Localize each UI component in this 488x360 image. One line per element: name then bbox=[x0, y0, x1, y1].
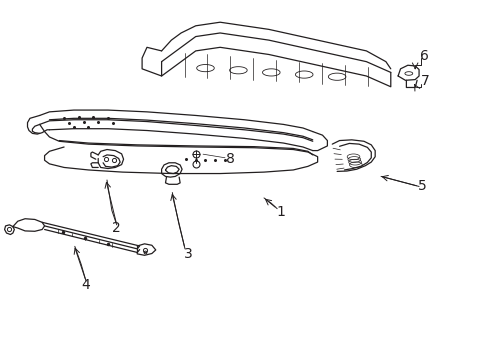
Text: 7: 7 bbox=[420, 75, 428, 89]
Text: 2: 2 bbox=[112, 221, 121, 235]
Text: 8: 8 bbox=[226, 152, 235, 166]
Text: 5: 5 bbox=[417, 179, 426, 193]
Text: 6: 6 bbox=[420, 49, 428, 63]
Text: 3: 3 bbox=[183, 247, 192, 261]
Text: 4: 4 bbox=[81, 278, 90, 292]
Text: 1: 1 bbox=[276, 204, 285, 219]
